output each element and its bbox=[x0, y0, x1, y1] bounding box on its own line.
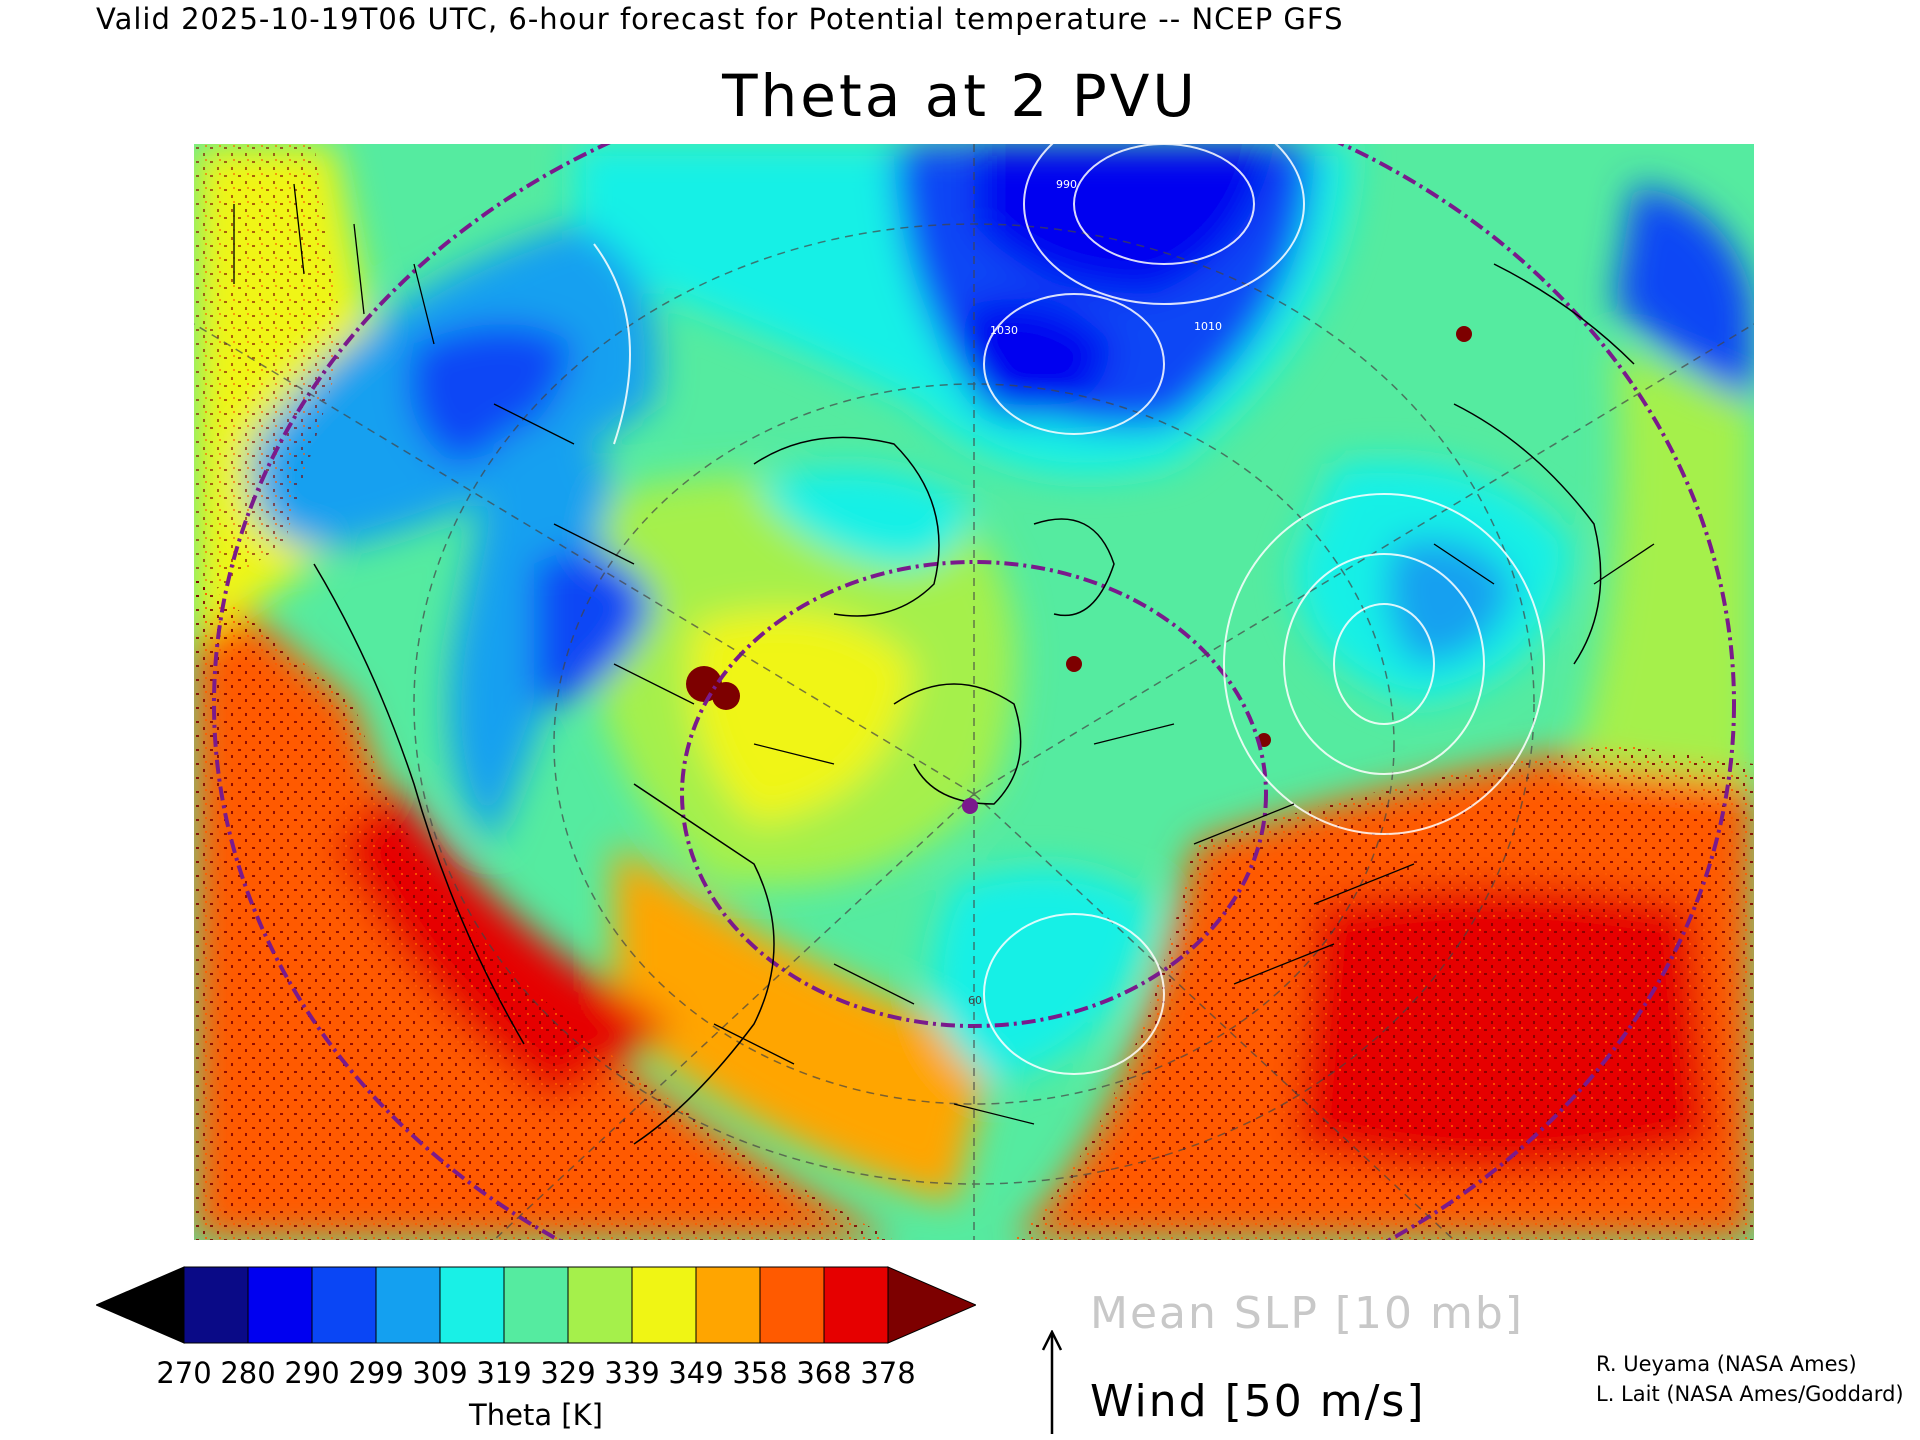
wind-scale-arrow bbox=[1041, 1330, 1063, 1434]
map-title: Theta at 2 PVU bbox=[722, 62, 1198, 130]
colorbar-swatch bbox=[631, 1266, 697, 1344]
colorbar-tick-label: 368 bbox=[796, 1356, 852, 1390]
colorbar-tick-label: 270 bbox=[156, 1356, 212, 1390]
colorbar-tick-label: 299 bbox=[348, 1356, 404, 1390]
colorbar-tick-label: 309 bbox=[412, 1356, 468, 1390]
colorbar-swatch bbox=[183, 1266, 249, 1344]
colorbar-swatch bbox=[311, 1266, 377, 1344]
colorbar-tick-label: 378 bbox=[860, 1356, 916, 1390]
colorbar-swatch bbox=[567, 1266, 633, 1344]
colorbar-swatch bbox=[823, 1266, 889, 1344]
colorbar-swatch bbox=[759, 1266, 825, 1344]
colorbar-tick-label: 349 bbox=[668, 1356, 724, 1390]
colorbar-over-triangle bbox=[887, 1266, 976, 1344]
colorbar-swatch bbox=[695, 1266, 761, 1344]
colorbar-tick-label: 280 bbox=[220, 1356, 276, 1390]
colorbar-tick-label: 339 bbox=[604, 1356, 660, 1390]
colorbar-title: Theta [K] bbox=[469, 1398, 603, 1432]
slp-label: 1010 bbox=[1194, 320, 1222, 333]
polar-circle-outer bbox=[212, 144, 1736, 1240]
slp-label: 1030 bbox=[990, 324, 1018, 337]
credit-line: R. Ueyama (NASA Ames) bbox=[1596, 1352, 1857, 1376]
colorbar-tick-label: 358 bbox=[732, 1356, 788, 1390]
colorbar-under-triangle bbox=[96, 1266, 185, 1344]
colorbar-swatch bbox=[503, 1266, 569, 1344]
credit-line: L. Lait (NASA Ames/Goddard) bbox=[1596, 1382, 1904, 1406]
colorbar bbox=[96, 1266, 976, 1344]
forecast-header: Valid 2025-10-19T06 UTC, 6-hour forecast… bbox=[96, 2, 1344, 36]
colorbar-swatch bbox=[247, 1266, 313, 1344]
slp-label: 990 bbox=[1056, 178, 1077, 191]
colorbar-tick-labels: 270 280 290 299 309 319 329 339 349 358 368 378 bbox=[96, 1356, 976, 1392]
wind-legend: Wind [50 m/s] bbox=[1090, 1376, 1426, 1427]
colorbar-tick-label: 319 bbox=[476, 1356, 532, 1390]
graticule-label: 60 bbox=[968, 994, 982, 1007]
colorbar-swatch bbox=[375, 1266, 441, 1344]
colorbar-tick-label: 329 bbox=[540, 1356, 596, 1390]
slp-legend: Mean SLP [10 mb] bbox=[1090, 1288, 1524, 1339]
colorbar-tick-label: 290 bbox=[284, 1356, 340, 1390]
colorbar-swatch bbox=[439, 1266, 505, 1344]
theta-map: 1010 1030 990 60 bbox=[194, 144, 1754, 1240]
pole-marker bbox=[962, 798, 978, 814]
